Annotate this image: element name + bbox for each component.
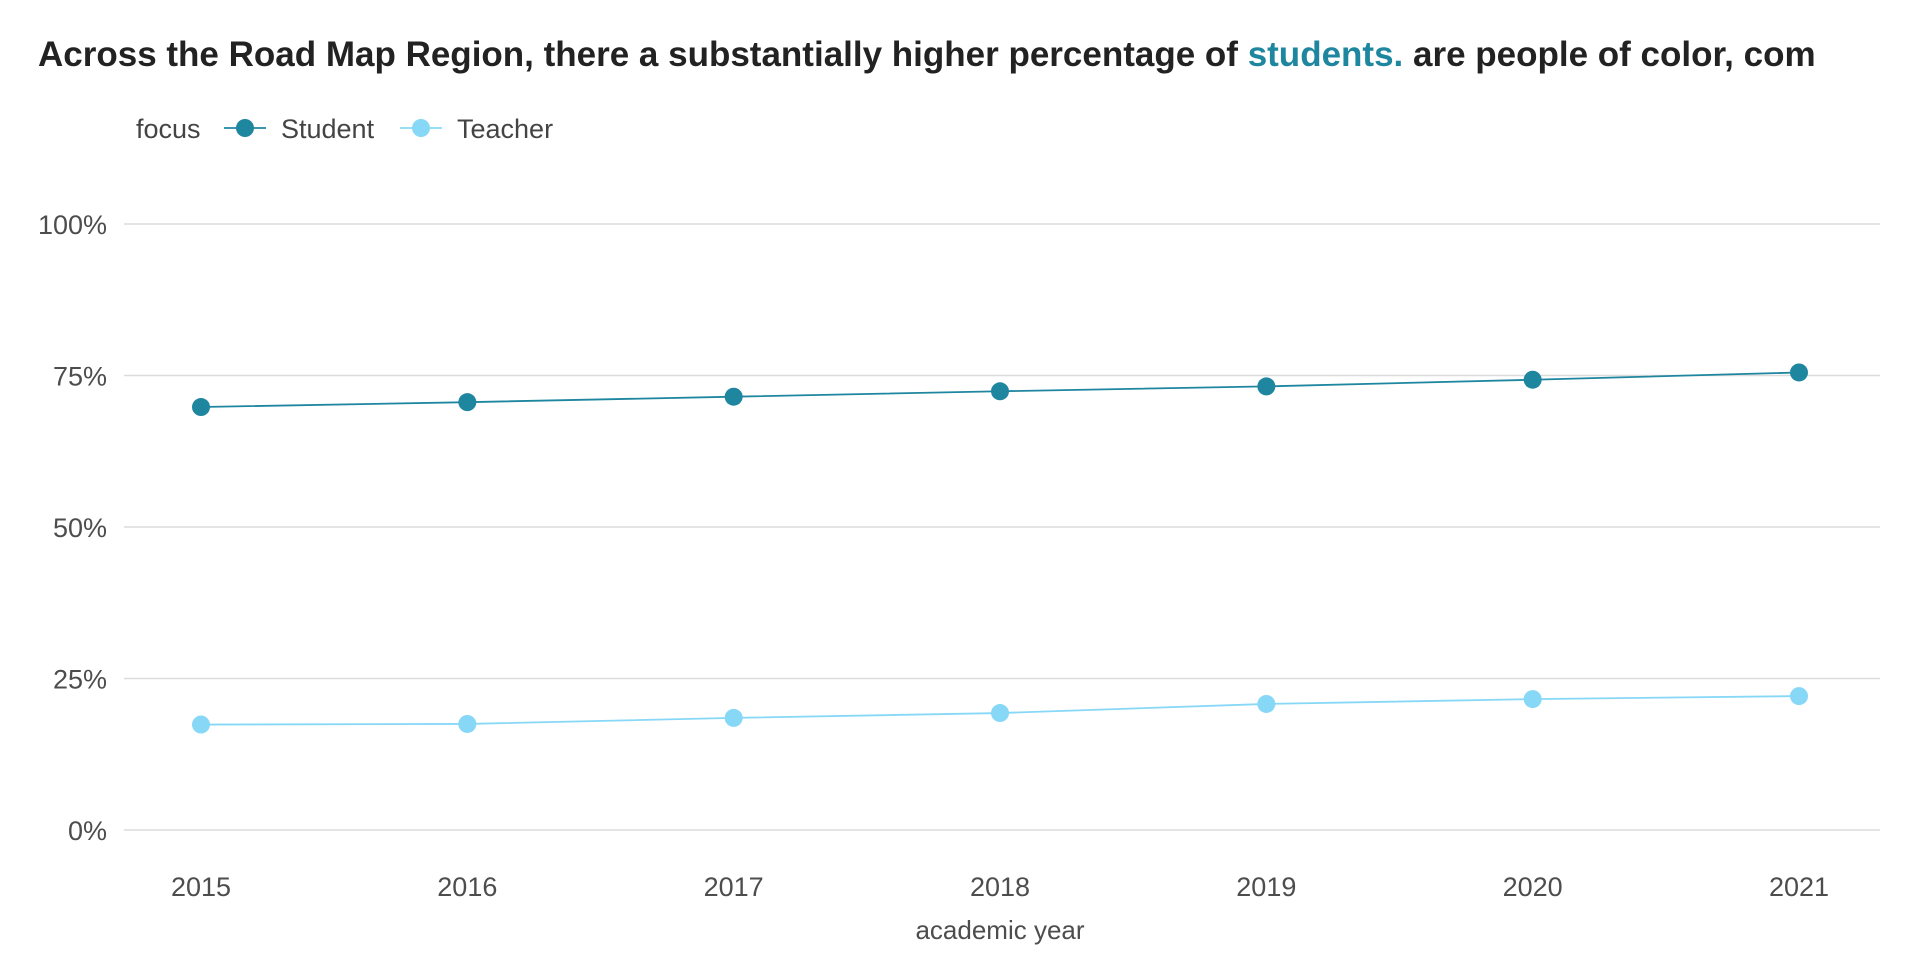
chart-title: Across the Road Map Region, there a subs…: [38, 35, 1816, 74]
data-point: [458, 714, 477, 733]
legend-entry-student: Student: [224, 114, 375, 144]
title-highlight: students.: [1248, 35, 1404, 74]
data-point: [991, 704, 1009, 723]
gridlines: [124, 223, 1880, 831]
data-point: [724, 387, 743, 406]
legend-title: focus: [136, 114, 201, 144]
data-point: [192, 398, 210, 417]
x-tick-label: 2021: [1769, 872, 1829, 902]
legend-label: Teacher: [457, 114, 553, 144]
x-tick-label: 2016: [437, 872, 497, 902]
data-point: [1790, 363, 1808, 382]
title-segment: are people of color, com: [1403, 35, 1815, 74]
series-teacher: [192, 687, 1808, 734]
y-tick-label: 50%: [53, 513, 107, 543]
x-axis-tick-labels: 2015 2016 2017 2018 2019 2020 2021: [171, 872, 1829, 902]
data-point: [1523, 690, 1542, 709]
series-layer: [192, 363, 1808, 734]
data-point: [1257, 377, 1276, 396]
data-point: [1790, 687, 1808, 706]
data-point: [724, 708, 743, 727]
legend-key-point: [412, 119, 430, 137]
data-point: [458, 393, 477, 412]
data-point: [1523, 370, 1542, 389]
data-point: [991, 382, 1009, 401]
y-axis-tick-labels: 0% 25% 50% 75% 100%: [38, 210, 107, 846]
y-tick-label: 75%: [53, 362, 107, 392]
y-tick-label: 100%: [38, 210, 107, 240]
title-segment: Across the Road Map Region, there a subs…: [38, 35, 1248, 74]
y-tick-label: 25%: [53, 665, 107, 695]
legend: focus Student Teacher: [136, 114, 553, 144]
x-axis-title: academic year: [915, 915, 1084, 945]
legend-label: Student: [281, 114, 375, 144]
legend-key-point: [236, 119, 254, 137]
legend-entries: Student Teacher: [224, 114, 553, 144]
y-tick-label: 0%: [68, 816, 107, 846]
x-tick-label: 2018: [970, 872, 1030, 902]
series-student: [192, 363, 1808, 417]
x-tick-label: 2017: [704, 872, 764, 902]
data-point: [192, 715, 210, 734]
x-tick-label: 2020: [1503, 872, 1563, 902]
data-point: [1257, 694, 1276, 713]
x-tick-label: 2015: [171, 872, 231, 902]
x-tick-label: 2019: [1236, 872, 1296, 902]
legend-entry-teacher: Teacher: [400, 114, 553, 144]
